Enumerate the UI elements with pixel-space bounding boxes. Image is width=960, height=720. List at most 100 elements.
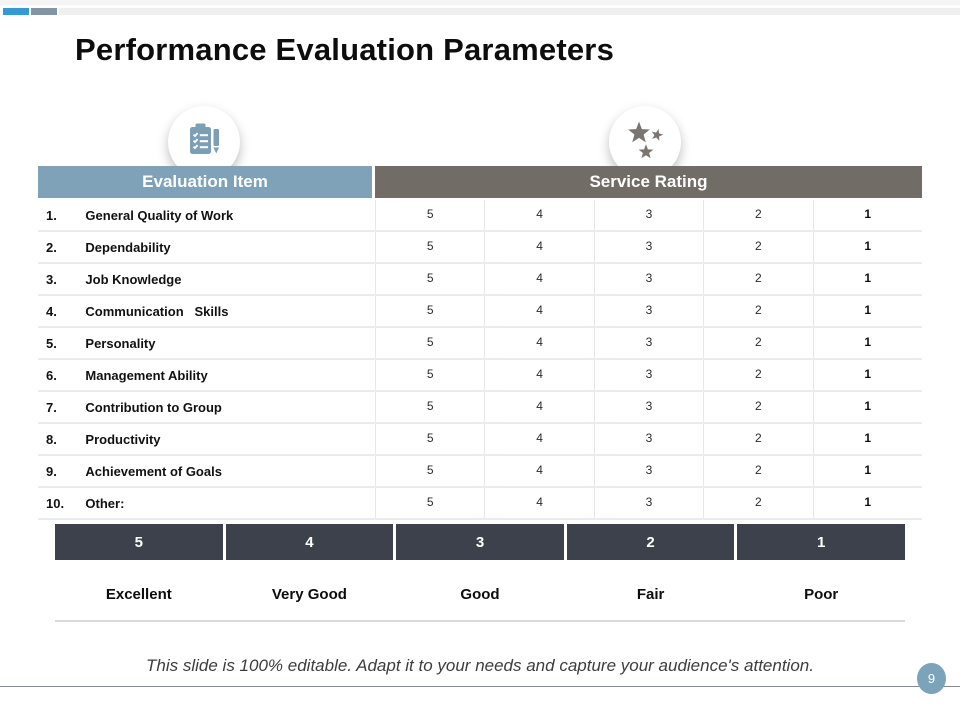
- clipboard-checklist-icon: [184, 120, 224, 165]
- table-row: 4. Communication Skills 5 4 3 2 1: [38, 296, 922, 328]
- table-row: 10. Other: 5 4 3 2 1: [38, 488, 922, 520]
- scale-label: Fair: [636, 586, 665, 603]
- row-label: Management Ability: [85, 367, 208, 383]
- rating-cell: 3: [593, 424, 703, 454]
- footer-note: This slide is 100% editable. Adapt it to…: [146, 656, 814, 675]
- rating-cell: 1: [812, 264, 922, 294]
- footer-divider-line: [0, 686, 960, 687]
- top-accent-light-bar: [59, 8, 960, 15]
- scale-value-cell: 3: [396, 524, 564, 560]
- rating-cell: 2: [703, 456, 812, 486]
- table-row: 9. Achievement of Goals 5 4 3 2 1: [38, 456, 922, 488]
- rating-cell: 1: [812, 424, 922, 454]
- table-row: 3. Job Knowledge 5 4 3 2 1: [38, 264, 922, 296]
- top-band: [0, 0, 960, 5]
- row-label: General Quality of Work: [85, 207, 234, 223]
- rating-cell: 2: [703, 392, 812, 422]
- row-label: Other:: [85, 495, 125, 511]
- scale-label: Very Good: [271, 586, 347, 603]
- row-number: 3.: [46, 271, 57, 287]
- row-number: 1.: [46, 207, 57, 223]
- rating-cell: 3: [593, 296, 703, 326]
- rating-cell: 4: [484, 360, 593, 390]
- rating-cell: 3: [593, 392, 703, 422]
- rating-cell: 5: [375, 328, 484, 358]
- row-number: 2.: [46, 239, 57, 255]
- row-number: 7.: [46, 399, 57, 415]
- scale-divider: [55, 620, 905, 622]
- table-row: 5. Personality 5 4 3 2 1: [38, 328, 922, 360]
- top-accent-blue-bar: [3, 8, 29, 15]
- rating-cell: 3: [593, 456, 703, 486]
- rating-cell: 5: [375, 264, 484, 294]
- table-header-row: Evaluation Item Service Rating: [38, 166, 922, 198]
- rating-cell: 4: [484, 392, 593, 422]
- rating-cell: 3: [593, 360, 703, 390]
- table-row: 7. Contribution to Group 5 4 3 2 1: [38, 392, 922, 424]
- rating-cell: 3: [593, 328, 703, 358]
- table-row: 2. Dependability 5 4 3 2 1: [38, 232, 922, 264]
- scale-value-cell: 1: [737, 524, 905, 560]
- header-evaluation-item: Evaluation Item: [38, 166, 372, 198]
- rating-cell: 5: [375, 232, 484, 262]
- rating-cell: 4: [484, 424, 593, 454]
- rating-cell: 2: [703, 264, 812, 294]
- row-label: Dependability: [85, 239, 171, 255]
- scale-label: Poor: [804, 586, 839, 603]
- rating-cell: 2: [703, 296, 812, 326]
- scale-value-cell: 4: [225, 524, 394, 560]
- scale-value-cell: 5: [55, 524, 223, 560]
- rating-cell: 2: [703, 200, 812, 230]
- rating-cell: 5: [375, 424, 484, 454]
- rating-cell: 1: [812, 200, 922, 230]
- scale-value-cell: 2: [566, 524, 735, 560]
- rating-cell: 1: [812, 296, 922, 326]
- table-row: 6. Management Ability 5 4 3 2 1: [38, 360, 922, 392]
- rating-cell: 5: [375, 392, 484, 422]
- rating-cell: 5: [375, 488, 484, 518]
- rating-cell: 1: [812, 232, 922, 262]
- rating-cell: 3: [593, 264, 703, 294]
- rating-cell: 4: [484, 456, 593, 486]
- rating-cell: 4: [484, 488, 593, 518]
- rating-cell: 1: [812, 328, 922, 358]
- rating-cell: 1: [812, 360, 922, 390]
- row-label: Productivity: [85, 431, 161, 447]
- scale-label: Excellent: [105, 586, 172, 603]
- rating-cell: 1: [812, 456, 922, 486]
- rating-cell: 3: [593, 200, 703, 230]
- evaluation-table: Evaluation Item Service Rating 1. Genera…: [38, 166, 922, 520]
- table-row: 8. Productivity 5 4 3 2 1: [38, 424, 922, 456]
- rating-cell: 2: [703, 424, 812, 454]
- scale-label: Good: [460, 586, 500, 603]
- rating-cell: 5: [375, 296, 484, 326]
- rating-cell: 5: [375, 456, 484, 486]
- rating-cell: 5: [375, 360, 484, 390]
- rating-cell: 2: [703, 328, 812, 358]
- rating-cell: 4: [484, 200, 593, 230]
- row-number: 4.: [46, 303, 57, 319]
- rating-cell: 4: [484, 264, 593, 294]
- row-number: 9.: [46, 463, 57, 479]
- row-number: 6.: [46, 367, 57, 383]
- rating-cell: 1: [812, 392, 922, 422]
- row-number: 8.: [46, 431, 57, 447]
- rating-scale-labels: Excellent Very Good Good Fair Poor: [55, 586, 905, 603]
- row-label: Personality: [85, 335, 156, 351]
- rating-cell: 4: [484, 232, 593, 262]
- rating-cell: 1: [812, 488, 922, 518]
- rating-cell: 2: [703, 360, 812, 390]
- rating-cell: 5: [375, 200, 484, 230]
- evaluation-table-body: 1. General Quality of Work 5 4 3 2 1 2. …: [38, 200, 922, 520]
- rating-cell: 3: [593, 232, 703, 262]
- rating-cell: 3: [593, 488, 703, 518]
- row-number: 10.: [46, 495, 65, 511]
- row-label: Achievement of Goals: [85, 463, 222, 479]
- page-number-badge: 9: [917, 663, 946, 694]
- row-label: Contribution to Group: [85, 399, 222, 415]
- row-number: 5.: [46, 335, 57, 351]
- top-accent-gray-bar: [31, 8, 57, 15]
